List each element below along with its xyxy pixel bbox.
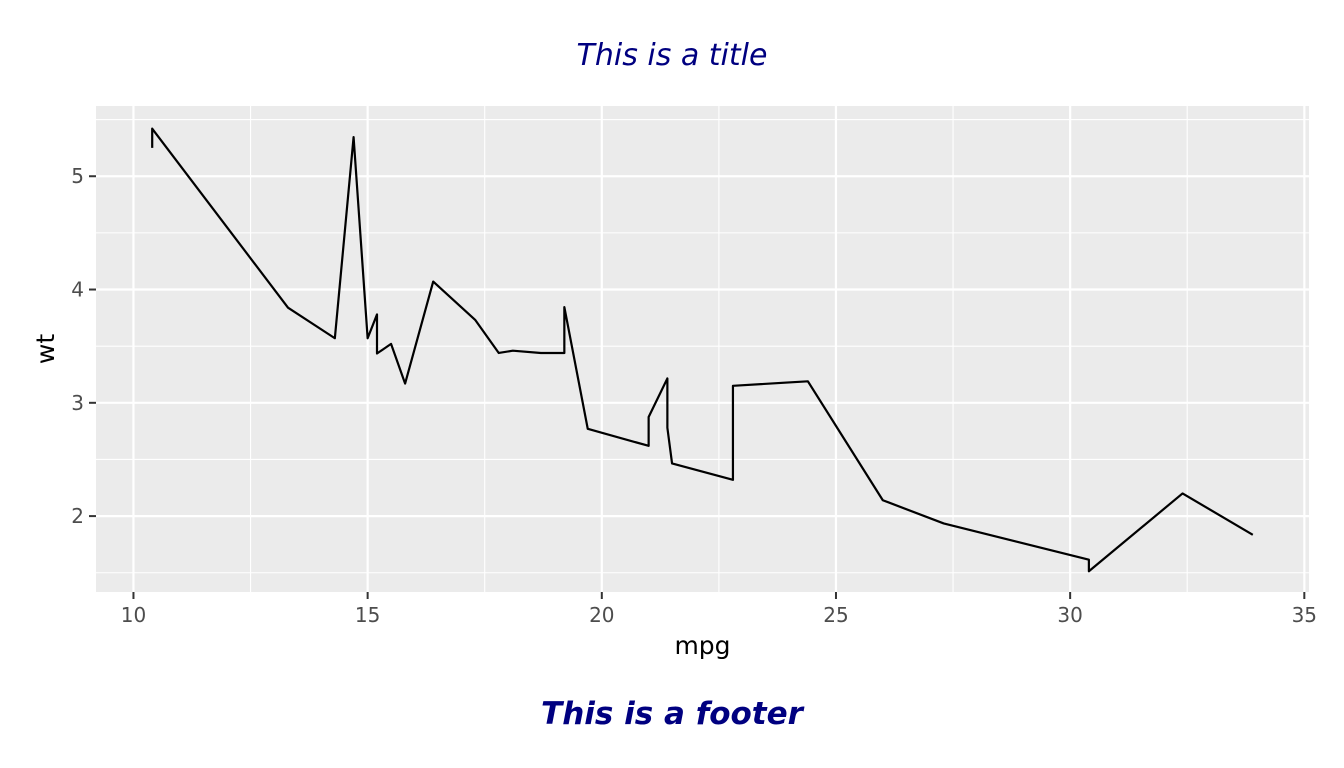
x-tick-label: 15 [355,603,380,627]
plot-panel [96,106,1309,592]
y-tick-label: 3 [71,391,84,415]
x-axis: 10 15 20 25 30 35 [121,592,1317,627]
x-tick-label: 30 [1057,603,1082,627]
chart-footer: This is a footer [541,696,803,732]
x-axis-title: mpg [674,631,730,660]
x-tick-label: 10 [121,603,146,627]
y-axis-title: wt [31,334,60,364]
x-tick-label: 25 [823,603,848,627]
minor-grid [96,106,1309,592]
y-tick-label: 4 [71,278,84,302]
y-tick-label: 2 [71,504,84,528]
x-tick-label: 20 [589,603,614,627]
series-line [151,127,1254,573]
major-grid [96,106,1309,592]
x-tick-label: 35 [1292,603,1317,627]
y-tick-label: 5 [71,164,84,188]
y-axis: 2 3 4 5 [71,164,96,528]
chart-title: This is a title [576,38,768,73]
